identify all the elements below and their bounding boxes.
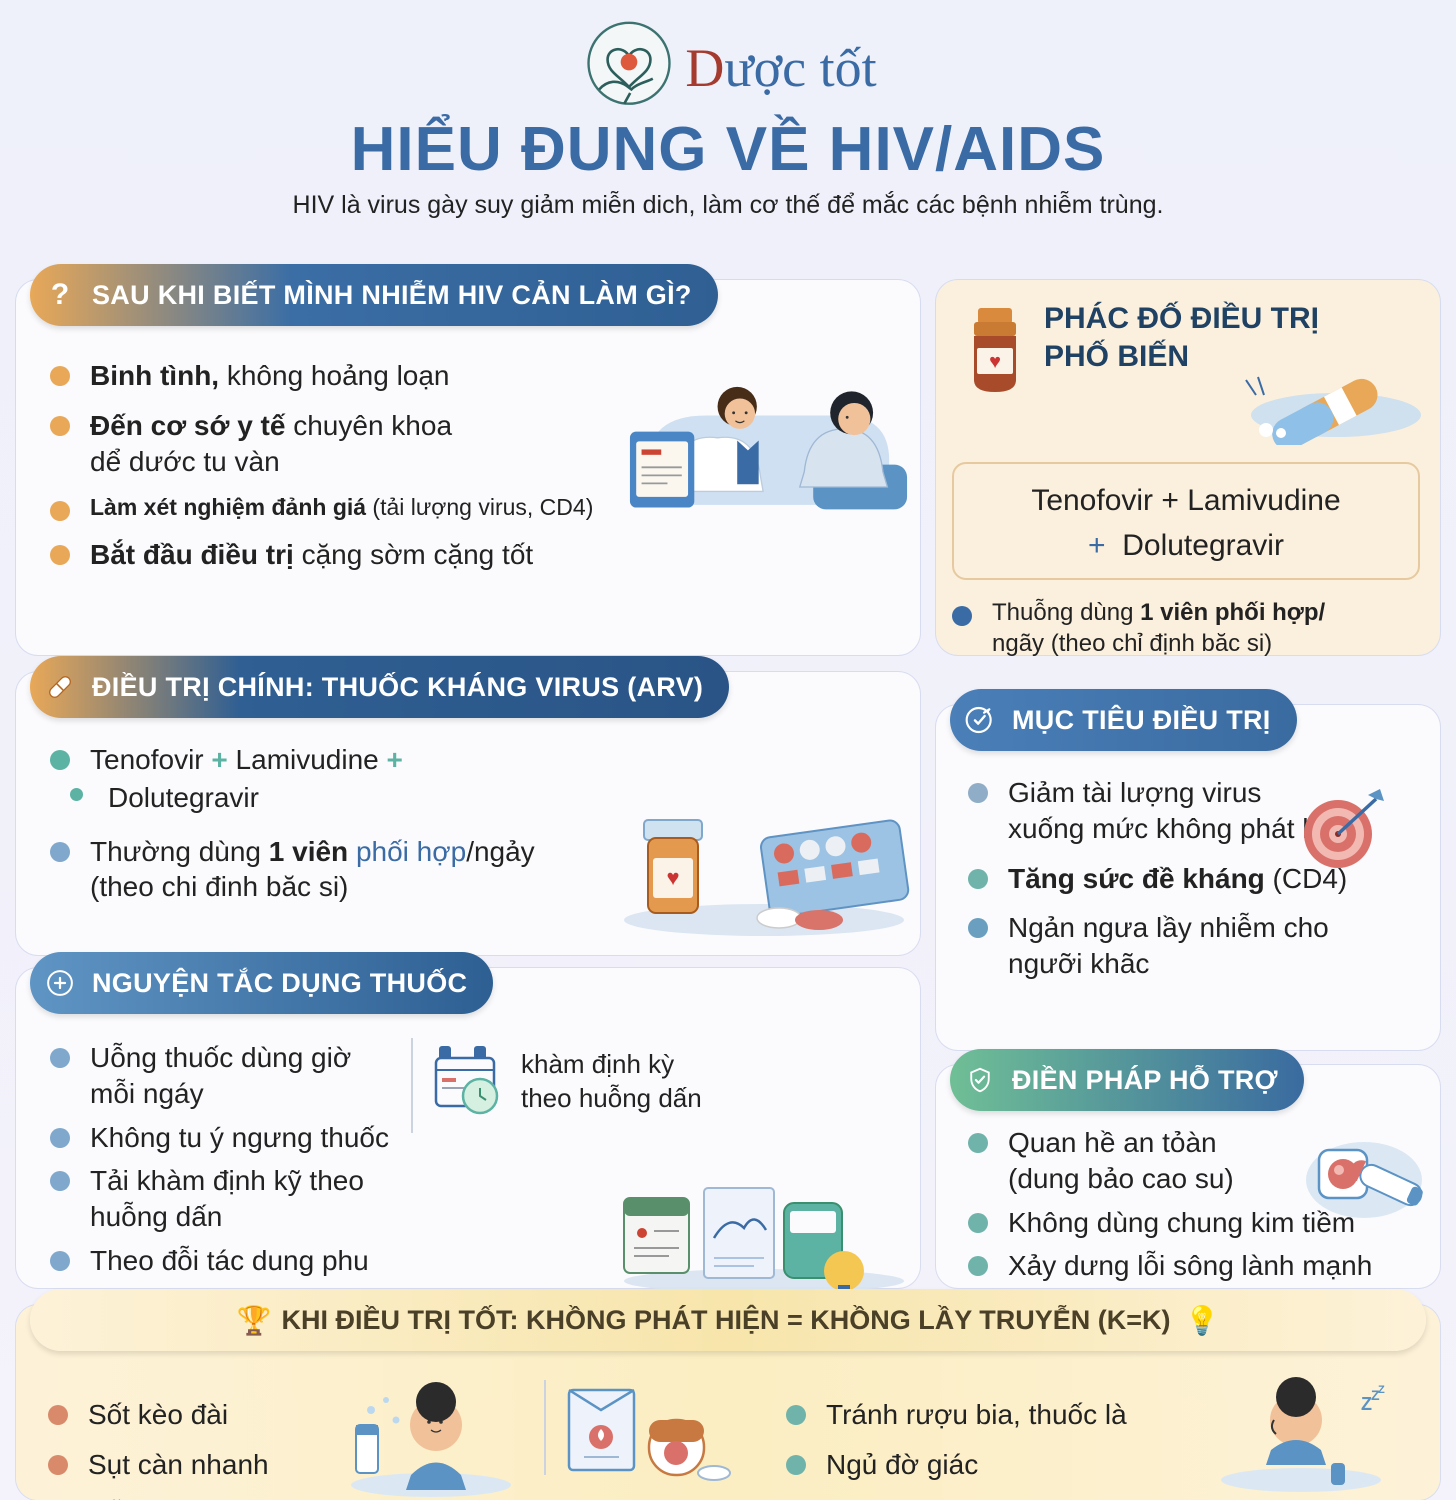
svg-text:♥: ♥ — [666, 865, 679, 890]
svg-text:Z: Z — [1378, 1384, 1385, 1396]
svg-text:♥: ♥ — [989, 351, 1001, 373]
